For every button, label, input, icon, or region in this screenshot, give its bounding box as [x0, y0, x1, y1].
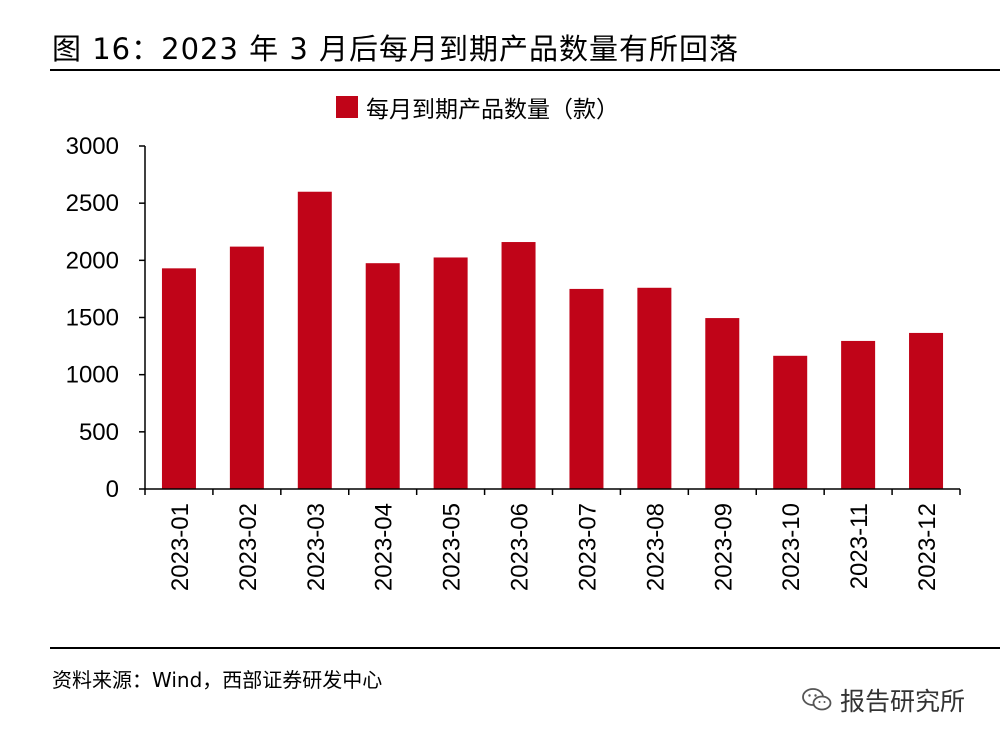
- bar-2023-01: [161, 268, 196, 489]
- y-tick-label: 3000: [66, 133, 119, 160]
- watermark: 报告研究所: [802, 682, 965, 718]
- y-tick-label: 2000: [66, 247, 119, 274]
- x-tick-label: 2023-06: [507, 503, 534, 591]
- bar-2023-06: [501, 242, 536, 489]
- x-tick-label: 2023-11: [846, 503, 873, 589]
- bar-2023-04: [365, 263, 400, 489]
- source-note: 资料来源：Wind，西部证券研发中心: [52, 668, 383, 692]
- x-tick-label: 2023-01: [167, 503, 194, 591]
- y-tick-label: 2500: [66, 190, 119, 217]
- bar-2023-02: [229, 246, 264, 489]
- bar-2023-08: [637, 287, 672, 489]
- x-tick-label: 2023-08: [642, 503, 669, 591]
- source-rule: [50, 647, 1000, 649]
- x-tick-label: 2023-05: [439, 503, 466, 591]
- bar-2023-11: [841, 340, 876, 489]
- chart-legend: 每月到期产品数量（款）: [336, 90, 619, 124]
- bar-2023-09: [705, 318, 740, 489]
- watermark-text: 报告研究所: [840, 687, 966, 716]
- x-tick-label: 2023-02: [235, 503, 262, 591]
- title-rule: [50, 69, 1000, 71]
- figure-title: 图 16：2023 年 3 月后每月到期产品数量有所回落: [52, 32, 740, 66]
- y-tick-label: 0: [106, 476, 119, 503]
- x-tick-label: 2023-03: [303, 503, 330, 591]
- x-tick-label: 2023-07: [574, 503, 601, 591]
- bar-2023-05: [433, 257, 468, 489]
- legend-label: 每月到期产品数量（款）: [366, 97, 619, 123]
- x-tick-label: 2023-10: [778, 503, 805, 591]
- y-tick-label: 1500: [66, 305, 119, 332]
- x-tick-label: 2023-04: [371, 503, 398, 591]
- bar-2023-10: [773, 355, 808, 489]
- y-tick-label: 500: [79, 419, 119, 446]
- bar-2023-03: [297, 191, 332, 489]
- wechat-icon: [802, 688, 832, 711]
- legend-swatch: [336, 96, 358, 118]
- bar-2023-12: [909, 332, 944, 489]
- bar-2023-07: [569, 288, 604, 489]
- y-tick-label: 1000: [66, 362, 119, 389]
- x-tick-label: 2023-09: [710, 503, 737, 591]
- x-tick-label: 2023-12: [914, 503, 941, 591]
